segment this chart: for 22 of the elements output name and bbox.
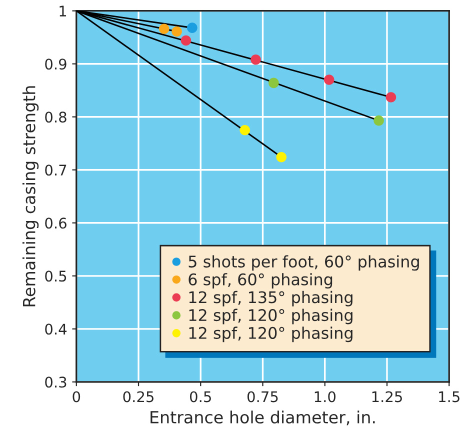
legend-label: 5 shots per foot, 60° phasing: [188, 255, 419, 271]
legend-label: 12 spf, 120° phasing: [189, 326, 352, 342]
y-tick-label: 0.7: [45, 164, 66, 176]
x-tick-label: 1.25: [372, 391, 402, 402]
x-axis-title: Entrance hole diameter, in.: [150, 410, 375, 426]
x-tick-label: 1.5: [439, 391, 460, 402]
y-tick-label: 0.4: [45, 324, 67, 335]
legend-label: 12 spf, 135° phasing: [189, 290, 352, 306]
y-tick-label: 0.8: [45, 112, 66, 123]
y-tick-label: 0.5: [45, 270, 66, 282]
x-tick-label: 0.25: [123, 391, 154, 402]
y-tick-label: 0.9: [45, 58, 66, 70]
y-tick-label: 1: [60, 6, 66, 16]
y-axis-title: Remaining casing strength: [22, 86, 39, 306]
y-tick-label: 0.3: [45, 376, 66, 388]
y-tick-label: 0.6: [45, 218, 66, 229]
legend-label: 12 spf, 120° phasing: [189, 308, 352, 324]
x-tick-label: 0.75: [247, 391, 278, 402]
x-tick-label: 1.0: [314, 391, 336, 402]
x-tick-label: 0.5: [190, 391, 211, 402]
legend-label: 6 spf, 60° phasing: [188, 273, 332, 289]
x-tick-label: 0: [72, 391, 80, 402]
